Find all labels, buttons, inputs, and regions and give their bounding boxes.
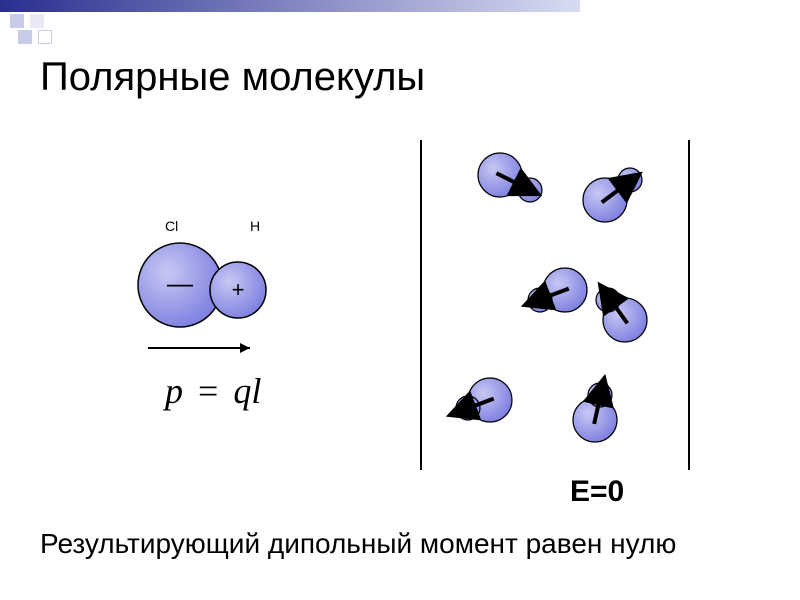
dipole-formula: p = ql (165, 370, 261, 412)
decor-square (18, 30, 32, 44)
decor-square (10, 14, 24, 28)
svg-text:+: + (232, 277, 245, 302)
polar-molecule (583, 168, 642, 222)
hcl-molecule: — + (120, 230, 300, 370)
polar-molecule (528, 268, 587, 312)
e-field-label: Е=0 (570, 475, 624, 509)
molecule-field-region (420, 140, 690, 480)
decor-top-bar (0, 0, 580, 12)
slide: { "decor": { "bar": { "top": 0, "width":… (0, 0, 800, 600)
slide-title: Полярные молекулы (40, 55, 425, 100)
polar-molecule (456, 378, 512, 422)
decor-square (38, 30, 52, 44)
polar-molecule (573, 383, 617, 442)
decor-square (30, 14, 44, 28)
caption: Результирующий дипольный момент равен ну… (40, 528, 676, 560)
polar-molecule (478, 153, 542, 202)
svg-text:—: — (167, 268, 193, 298)
polar-molecule (596, 288, 647, 342)
